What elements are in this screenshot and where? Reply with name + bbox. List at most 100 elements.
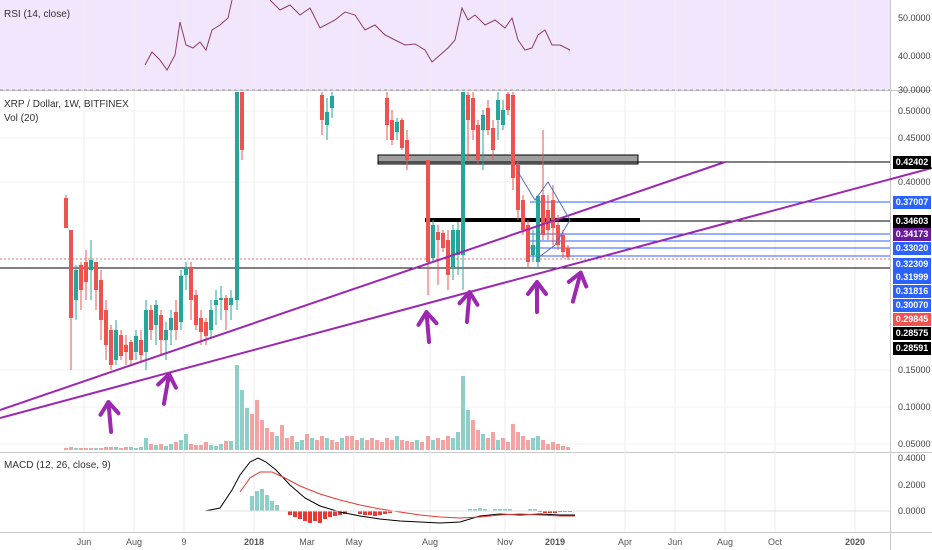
macd-axis-label: 0.4000 xyxy=(898,453,926,463)
price-tag-box xyxy=(893,228,931,241)
candle xyxy=(229,290,233,320)
price-tag: 0.30070 xyxy=(893,299,931,312)
date-label-Mar: Mar xyxy=(299,537,315,547)
up-arrow-icon[interactable] xyxy=(416,310,439,344)
rsi-axis-label: 30.0000 xyxy=(898,85,931,95)
candle xyxy=(481,110,485,170)
volume-bar xyxy=(204,442,208,450)
candle xyxy=(385,92,389,140)
price-tag-box xyxy=(893,299,931,312)
arrow-annotations[interactable] xyxy=(98,270,589,434)
volume-bar xyxy=(224,441,228,450)
price-tag-box xyxy=(893,215,931,228)
up-arrow-icon[interactable] xyxy=(526,280,548,314)
price-axis-label: 0.10000 xyxy=(898,402,931,412)
macd-axis-label: 0.2000 xyxy=(898,480,926,490)
volume-bar xyxy=(340,438,344,450)
macd-histogram-bar xyxy=(468,509,472,511)
volume-bar xyxy=(109,447,113,450)
price-tag-box xyxy=(893,327,931,340)
arrow-shape xyxy=(98,400,121,434)
volume-bar xyxy=(415,440,419,450)
volume-bar xyxy=(536,436,540,450)
price-tag: 0.34603 xyxy=(893,215,931,228)
price-tag-text: 0.33020 xyxy=(896,243,929,253)
price-tag-box xyxy=(893,242,931,255)
price-tag: 0.29845 xyxy=(893,313,931,326)
macd-histogram-bar xyxy=(313,511,317,521)
triangle-pattern xyxy=(517,171,571,259)
candle xyxy=(169,310,173,345)
arrow-shape xyxy=(156,372,178,406)
macd-histogram-bar xyxy=(293,511,297,517)
price-tag-box xyxy=(893,342,931,355)
trendlines[interactable] xyxy=(0,161,932,419)
volume-bar xyxy=(441,440,445,450)
candle-body xyxy=(436,232,440,240)
price-tag-text: 0.31999 xyxy=(896,272,929,282)
candle xyxy=(189,262,193,320)
candle-body xyxy=(99,280,103,320)
candle xyxy=(506,92,510,115)
price-tag-box xyxy=(893,156,931,169)
up-arrow-icon[interactable] xyxy=(98,400,121,434)
date-label-2020: 2020 xyxy=(845,537,865,547)
price-tag-box xyxy=(893,258,931,271)
candle-body xyxy=(164,330,168,340)
macd-histogram-bar xyxy=(338,511,342,515)
macd-histogram-bar xyxy=(363,511,367,515)
price-tag-text: 0.34603 xyxy=(896,216,929,226)
candle xyxy=(174,300,178,340)
candle xyxy=(179,270,183,330)
candle-body xyxy=(516,165,520,210)
volume-bar xyxy=(285,438,289,450)
volume-bar xyxy=(305,434,309,450)
candle-body xyxy=(224,298,228,310)
up-arrow-icon[interactable] xyxy=(155,372,178,406)
up-arrow-icon[interactable] xyxy=(564,270,589,304)
macd-histogram-bar xyxy=(533,509,537,511)
volume-bar xyxy=(154,445,158,450)
candle-body xyxy=(154,305,158,325)
macd-histogram-bar xyxy=(288,511,292,515)
volume-bar xyxy=(496,440,500,450)
lower-trendline xyxy=(0,167,932,419)
candle xyxy=(159,310,163,355)
candle-body xyxy=(506,94,510,110)
volume-bar xyxy=(189,444,193,450)
candle-body xyxy=(240,92,244,150)
candle xyxy=(320,92,324,135)
volume-bar xyxy=(551,442,555,450)
macd-histogram-bar xyxy=(373,511,377,516)
volume-bar xyxy=(265,428,269,450)
date-label-Nov: Nov xyxy=(497,537,514,547)
price-axis-label: 0.15000 xyxy=(898,365,931,375)
candle xyxy=(214,290,218,325)
macd-histogram-bar xyxy=(255,491,259,511)
price-tag-text: 0.32309 xyxy=(896,259,929,269)
volume-bar xyxy=(380,442,384,450)
date-label-Aug: Aug xyxy=(126,537,142,547)
volume-bar xyxy=(144,438,148,450)
candle xyxy=(501,100,505,130)
volume-bar xyxy=(134,448,138,450)
volume-bar xyxy=(235,365,239,450)
up-arrow-icon[interactable] xyxy=(457,290,480,324)
candle-body xyxy=(94,262,98,290)
candle xyxy=(521,195,525,235)
candle xyxy=(74,265,78,320)
volume-bar xyxy=(466,410,470,450)
rsi-line-a xyxy=(144,0,233,71)
volume-bar xyxy=(214,446,218,450)
candle xyxy=(471,92,475,140)
price-axis-label: 0.50000 xyxy=(898,106,931,116)
macd-histogram-bar xyxy=(358,511,362,514)
price-tag: 0.28575 xyxy=(893,327,931,340)
price-tag-text: 0.29845 xyxy=(896,314,929,324)
candle-body xyxy=(511,95,515,178)
macd-histogram-bar xyxy=(493,509,497,511)
price-axis-label: 0.45000 xyxy=(898,133,931,143)
candle xyxy=(209,300,213,338)
candle-body xyxy=(476,125,480,160)
